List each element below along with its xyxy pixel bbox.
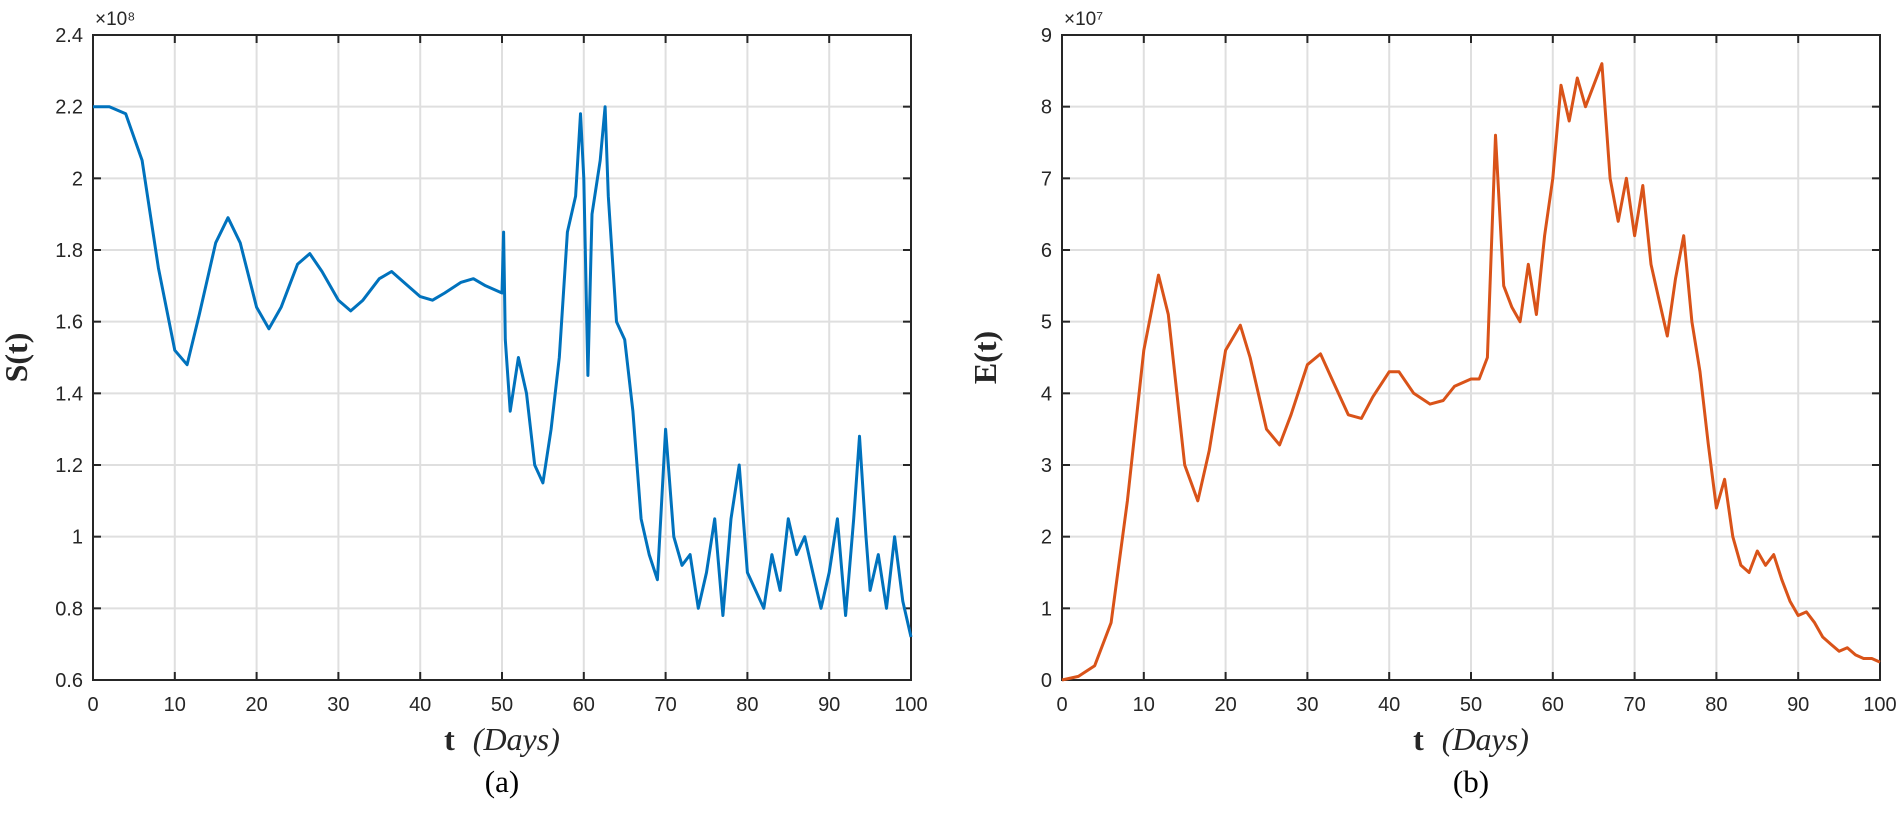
panel-a-y-exponent: ×10⁸ <box>95 9 135 30</box>
panel-b-x-axis-label: t (Days) <box>1413 721 1529 757</box>
panel-a-x-tick-label: 0 <box>87 694 98 716</box>
panel-b-y-tick-label: 5 <box>1041 312 1052 334</box>
panel-b-x-tick-label: 0 <box>1056 694 1067 716</box>
panel-b-x-axis-label-var: t <box>1413 721 1424 757</box>
panel-a-x-tick-label: 90 <box>818 694 840 716</box>
panel-a-grid <box>92 34 912 681</box>
panel-b-x-tick-label: 80 <box>1705 694 1727 716</box>
panel-a-x-tick-label: 80 <box>736 694 758 716</box>
panel-a-chart: 0 10 20 30 40 50 60 70 80 90 100 0.6 0.8 1 1.2 1.4 1.6 1… <box>0 9 928 799</box>
panel-b-series-line <box>1061 62 1881 682</box>
panel-a-x-tick-label: 50 <box>491 694 513 716</box>
panel-a-y-tick-label: 0.6 <box>55 670 83 692</box>
panel-a-x-ticks: 0 10 20 30 40 50 60 70 80 90 100 <box>87 35 928 716</box>
panel-b-x-axis-label-unit: (Days) <box>1442 721 1529 757</box>
panel-a-x-tick-label: 40 <box>409 694 431 716</box>
panel-a-x-tick-label: 100 <box>894 694 927 716</box>
panel-a-y-tick-label: 1.2 <box>55 455 83 477</box>
panel-b-y-tick-label: 2 <box>1041 527 1052 549</box>
panel-a-y-tick-label: 1 <box>72 527 83 549</box>
panel-b-x-tick-label: 60 <box>1542 694 1564 716</box>
panel-b-x-tick-label: 50 <box>1460 694 1482 716</box>
panel-a-y-tick-label: 1.6 <box>55 312 83 334</box>
panel-a-x-axis-label-unit: (Days) <box>473 721 560 757</box>
panel-a-y-tick-label: 2.2 <box>55 97 83 119</box>
panel-a-y-tick-label: 2 <box>72 168 83 190</box>
panel-b-y-tick-label: 8 <box>1041 97 1052 119</box>
panel-a-series-line <box>93 105 913 638</box>
panel-b-chart: 0 10 20 30 40 50 60 70 80 90 100 0 1 2 3 4 5 6 7 8 9 ×10⁷ E… <box>967 9 1897 799</box>
panel-b-y-tick-label: 9 <box>1041 25 1052 47</box>
panel-b-y-tick-label: 1 <box>1041 598 1052 620</box>
panel-b-y-tick-label: 0 <box>1041 670 1052 692</box>
panel-a-y-ticks: 0.6 0.8 1 1.2 1.4 1.6 1.8 2 2.2 2.4 <box>55 25 911 692</box>
panel-b-x-ticks: 0 10 20 30 40 50 60 70 80 90 100 <box>1056 35 1897 716</box>
panel-a-y-tick-label: 0.8 <box>55 598 83 620</box>
panel-a-y-axis-label: S(t) <box>0 333 34 383</box>
panel-a-y-tick-label: 1.8 <box>55 240 83 262</box>
panel-b-y-tick-label: 6 <box>1041 240 1052 262</box>
panel-b-y-ticks: 0 1 2 3 4 5 6 7 8 9 <box>1041 25 1880 692</box>
panel-b-x-tick-label: 70 <box>1623 694 1645 716</box>
panel-a-x-tick-label: 10 <box>164 694 186 716</box>
panel-a-x-tick-label: 60 <box>573 694 595 716</box>
panel-b-grid <box>1061 34 1881 681</box>
panel-b-x-tick-label: 30 <box>1296 694 1318 716</box>
panel-a-caption: (a) <box>485 764 519 799</box>
panel-a-y-tick-label: 1.4 <box>55 383 83 405</box>
panel-b-x-tick-label: 90 <box>1787 694 1809 716</box>
panel-b-y-axis-label: E(t) <box>967 331 1003 384</box>
panel-a-y-tick-label: 2.4 <box>55 25 83 47</box>
panel-b-y-tick-label: 4 <box>1041 383 1052 405</box>
panel-b-x-tick-label: 20 <box>1214 694 1236 716</box>
panel-b-x-tick-label: 40 <box>1378 694 1400 716</box>
panel-a-x-axis-label-var: t <box>444 721 455 757</box>
panel-a-x-tick-label: 70 <box>654 694 676 716</box>
panel-b-x-tick-label: 10 <box>1133 694 1155 716</box>
panel-b-x-tick-label: 100 <box>1863 694 1896 716</box>
panel-a-x-axis-label: t (Days) <box>444 721 560 757</box>
panel-a-x-tick-label: 20 <box>245 694 267 716</box>
panel-b-caption: (b) <box>1453 764 1489 799</box>
panel-b-y-tick-label: 7 <box>1041 168 1052 190</box>
panel-b-y-tick-label: 3 <box>1041 455 1052 477</box>
panel-a-x-tick-label: 30 <box>327 694 349 716</box>
panel-b-y-exponent: ×10⁷ <box>1064 9 1103 30</box>
